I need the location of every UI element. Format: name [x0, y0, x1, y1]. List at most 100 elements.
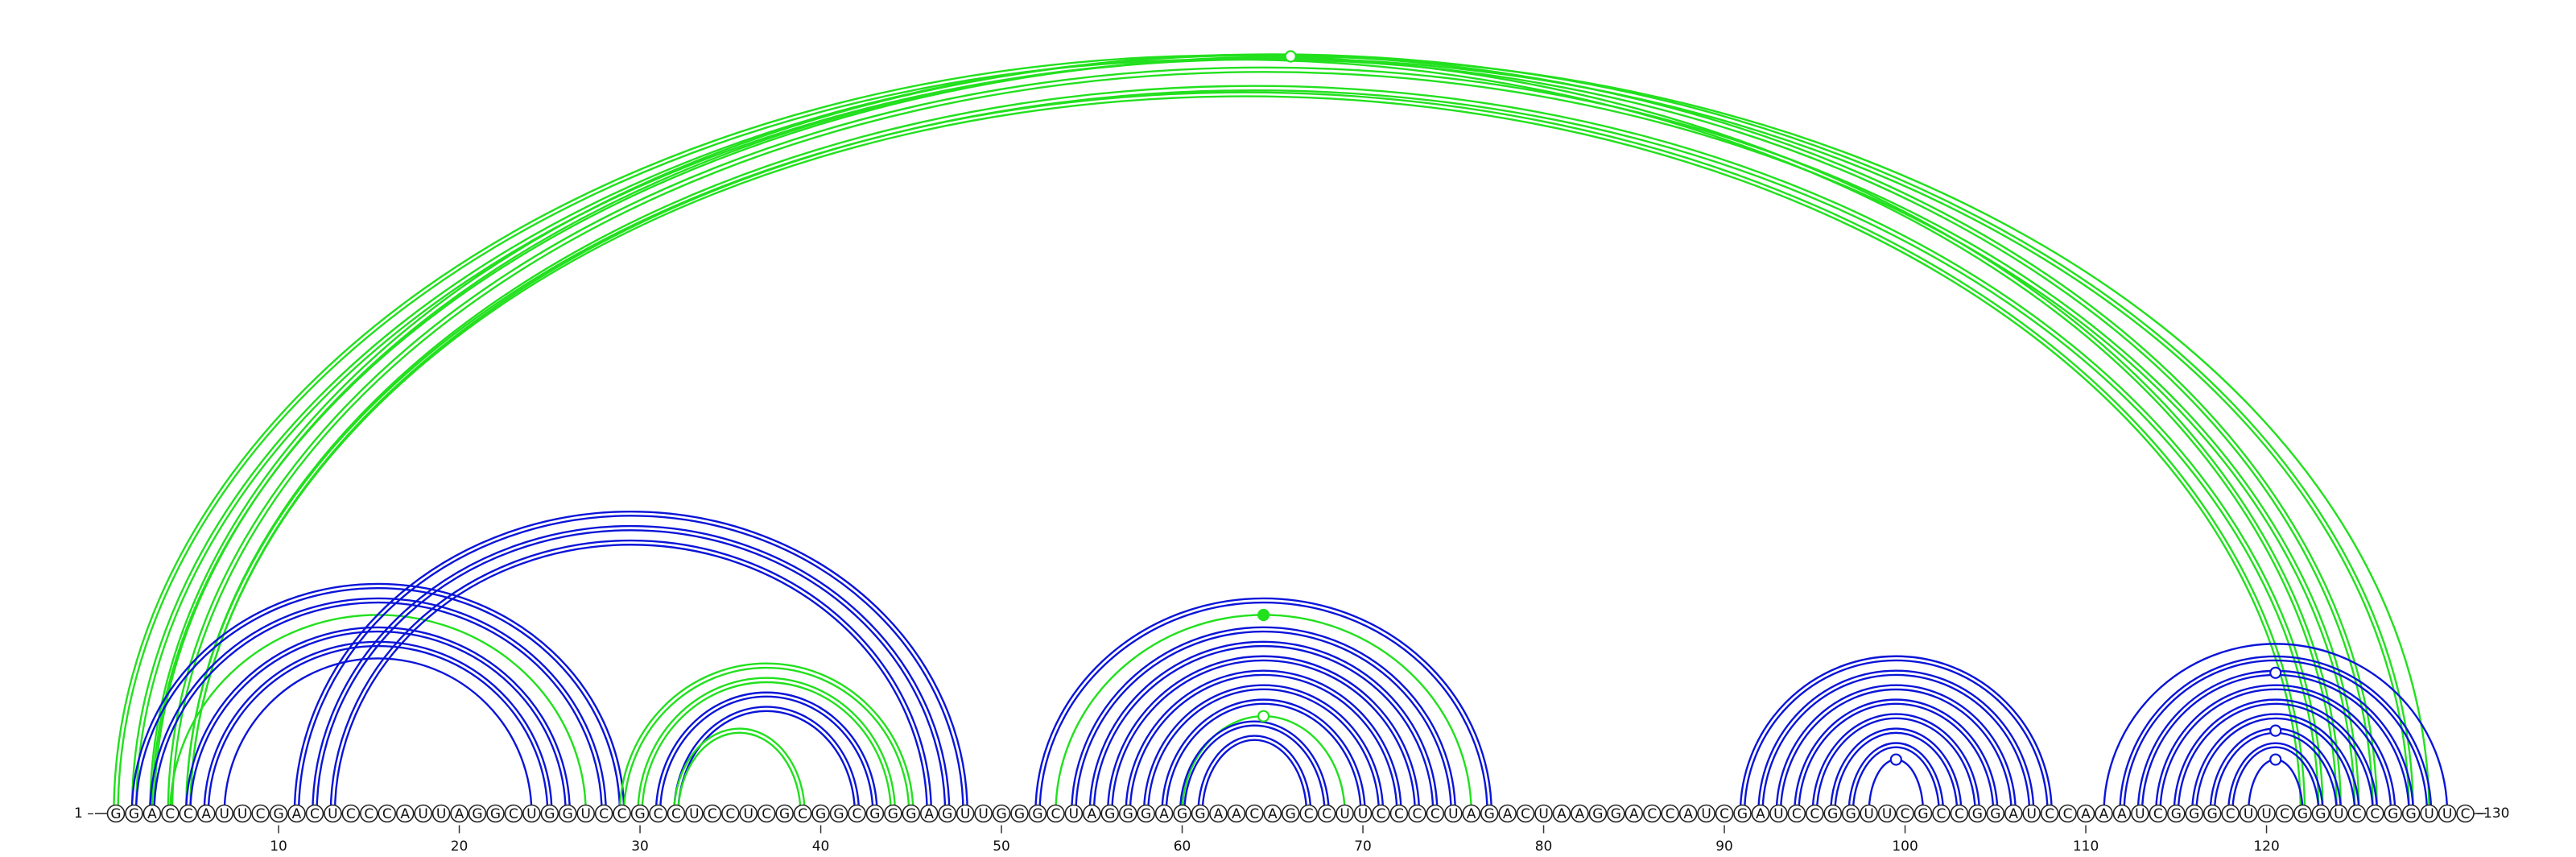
nucleotide-54: U: [1064, 804, 1084, 823]
nucleotide-letter: G: [634, 806, 645, 822]
nucleotide-101: G: [1913, 804, 1933, 823]
nucleotide-letter: A: [147, 806, 157, 822]
arc-55-74-strand-1: [1092, 644, 1435, 814]
nucleotide-letter: C: [382, 806, 392, 822]
nucleotide-letter: C: [1051, 806, 1060, 822]
nucleotide-letter: G: [273, 806, 283, 822]
nucleotide-1: G: [106, 804, 126, 823]
nucleotide-letter: U: [418, 806, 427, 822]
nucleotide-4: C: [161, 804, 180, 823]
nucleotide-letter: A: [1629, 806, 1639, 822]
nucleotide-letter: C: [1322, 806, 1331, 822]
nucleotide-circle: [1389, 804, 1409, 823]
nucleotide-circle: [341, 804, 361, 823]
nucleotide-letter: G: [888, 806, 898, 822]
nucleotide-letter: G: [490, 806, 501, 822]
nucleotide-40: G: [811, 804, 830, 823]
nucleotide-circle: [1986, 804, 2005, 823]
nucleotide-letter: G: [2189, 806, 2199, 822]
nucleotide-7: U: [215, 804, 234, 823]
arc-57-72-strand-1: [1129, 673, 1398, 814]
nucleotide-6: A: [196, 804, 216, 823]
nucleotide-circle: [395, 804, 415, 823]
nucleotide-96: G: [1823, 804, 1843, 823]
nucleotide-letter: U: [1864, 806, 1873, 822]
nucleotide-letter: C: [599, 806, 609, 822]
nucleotide-21: G: [468, 804, 487, 823]
nucleotide-letter: A: [1214, 806, 1224, 822]
nucleotide-109: C: [2058, 804, 2077, 823]
nucleotide-circle: [720, 804, 740, 823]
nucleotide-circle: [1552, 804, 1571, 823]
nucleotide-circle: [251, 804, 270, 823]
nucleotide-129: U: [2420, 804, 2438, 823]
nucleotide-circle: [1263, 804, 1282, 823]
nucleotide-26: G: [558, 804, 577, 823]
arc-52-77-strand-1: [1038, 601, 1488, 814]
nucleotide-letter: A: [201, 806, 211, 822]
nucleotide-circle: [1571, 804, 1589, 823]
arc-32-39-strand-2: [673, 727, 806, 814]
nucleotide-circle: [1860, 804, 1878, 823]
nucleotide-letter: U: [978, 806, 988, 822]
arc-98-101: [1868, 758, 1925, 814]
nucleotide-letter: C: [2063, 806, 2073, 822]
arc-29-45-strand-2: [618, 662, 914, 814]
nucleotide-circle: [1806, 804, 1824, 823]
nucleotide-circle: [1408, 804, 1426, 823]
nucleotide-circle: [486, 804, 505, 823]
nucleotide-circle: [1968, 804, 1987, 823]
nucleotide-9: C: [251, 804, 270, 823]
nucleotide-circle: [594, 804, 613, 823]
nucleotide-circle: [2239, 804, 2258, 823]
nucleotide-38: G: [775, 804, 794, 823]
sequence-start-label: 1 –: [74, 805, 94, 822]
nucleotide-letter: C: [1792, 806, 1802, 822]
nucleotide-41: G: [829, 804, 848, 823]
tick-label-110: 110: [2073, 838, 2099, 855]
arc-115-126-strand-2: [2173, 698, 2379, 814]
nucleotide-circle: [1173, 804, 1191, 823]
nucleotide-letter: U: [1882, 806, 1892, 822]
nucleotide-circle: [1841, 804, 1860, 823]
arc-1-124-strand-2: [114, 56, 2341, 814]
nucleotide-18: U: [414, 804, 432, 823]
nucleotide-24: U: [522, 804, 541, 823]
nucleotide-letter: C: [1647, 806, 1657, 822]
nucleotide-circle: [2058, 804, 2077, 823]
arc-60-69: [1181, 714, 1346, 814]
arc-6-25-strand-1: [207, 644, 549, 814]
nucleotide-letter: C: [310, 806, 320, 822]
arc-118-123-strand-1: [2231, 746, 2320, 814]
nucleotide-84: G: [1607, 804, 1625, 823]
nucleotide-circle: [902, 804, 921, 823]
nucleotide-letter: G: [544, 806, 555, 822]
nucleotide-circle: [2311, 804, 2330, 823]
nucleotide-33: U: [685, 804, 704, 823]
nucleotide-letter: G: [996, 806, 1006, 822]
nucleotide-111: A: [2095, 804, 2113, 823]
nucleotide-126: C: [2365, 804, 2384, 823]
nucleotide-circle: [450, 804, 469, 823]
nucleotide-8: U: [233, 804, 252, 823]
nucleotide-circle: [215, 804, 234, 823]
nucleotide-circle: [1769, 804, 1788, 823]
nucleotide-letter: U: [2244, 806, 2253, 822]
nucleotide-16: C: [378, 804, 397, 823]
nucleotide-12: C: [305, 804, 324, 823]
nucleotide-circle: [974, 804, 993, 823]
nucleotide-55: A: [1083, 804, 1101, 823]
nucleotide-letter: U: [1358, 806, 1368, 822]
arc-96-103-strand-2: [1829, 727, 1963, 814]
nucleotide-128: G: [2401, 804, 2421, 823]
arc-59-70-strand-1: [1165, 702, 1362, 814]
arc-114-127-strand-2: [2155, 684, 2396, 814]
nucleotide-circle: [2167, 804, 2186, 823]
nucleotide-letter: A: [924, 806, 934, 822]
nucleotide-104: G: [1968, 804, 1987, 823]
arc-52-77-strand-2: [1034, 597, 1492, 814]
nucleotide-circle: [504, 804, 523, 823]
nucleotide-29: C: [613, 804, 631, 823]
nucleotide-circle: [1245, 804, 1264, 823]
nucleotide-letter: C: [1377, 806, 1386, 822]
